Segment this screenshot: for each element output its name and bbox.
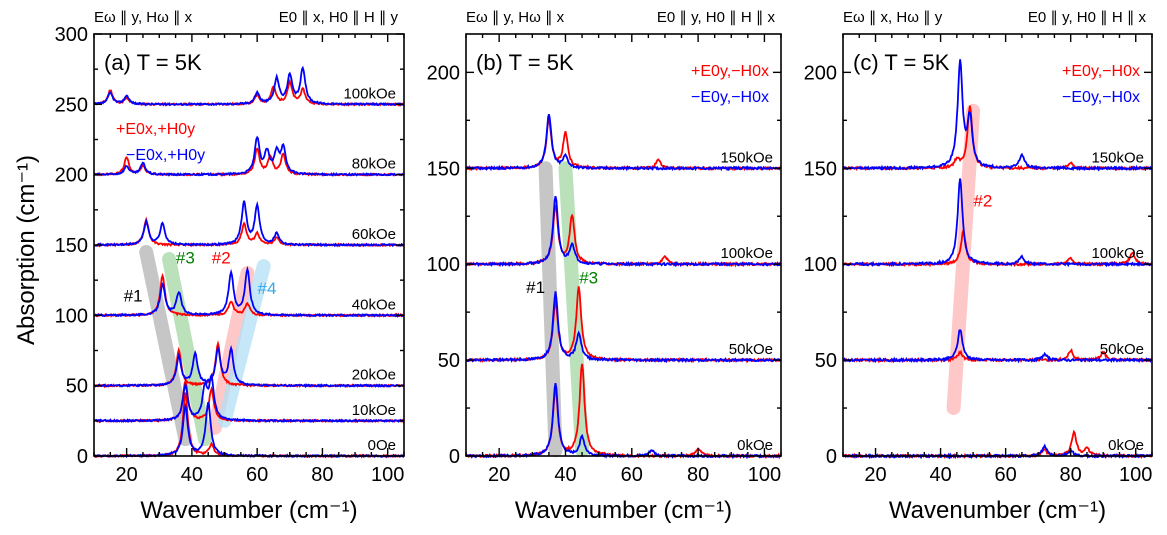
panel-title: (b) T = 5K bbox=[476, 50, 574, 75]
blue-spectrum-100 bbox=[93, 265, 405, 318]
y-tick-label: 50 bbox=[66, 376, 88, 398]
field-label: 80kOe bbox=[352, 156, 396, 173]
blue-spectrum-100 bbox=[465, 196, 782, 268]
y-tick-label: 200 bbox=[804, 62, 837, 84]
y-tick-label: 100 bbox=[55, 305, 88, 327]
x-tick-label: 100 bbox=[1119, 464, 1152, 486]
x-tick-label: 40 bbox=[181, 464, 203, 486]
mode-label: #1 bbox=[526, 278, 545, 297]
y-tick-label: 0 bbox=[449, 446, 460, 468]
mode-band-1 bbox=[139, 245, 193, 447]
blue-spectrum-25 bbox=[93, 372, 405, 424]
x-axis-label: Wavenumber (cm⁻¹) bbox=[889, 497, 1106, 524]
mode-label: #2 bbox=[973, 192, 992, 211]
x-tick-label: 40 bbox=[554, 464, 576, 486]
blue-spectrum-100 bbox=[842, 178, 1153, 268]
field-label: 40kOe bbox=[352, 296, 396, 313]
field-label: 100kOe bbox=[1091, 245, 1144, 262]
blue-spectrum-150 bbox=[842, 59, 1153, 172]
blue-spectrum-150 bbox=[94, 200, 405, 248]
y-tick-label: 200 bbox=[427, 62, 460, 84]
legend-entry: +E0x,+H0y bbox=[116, 121, 195, 138]
header-right: E0 ∥ y, H0 ∥ H ∥ x bbox=[1028, 9, 1147, 26]
field-label: 60kOe bbox=[352, 226, 396, 243]
field-label: 150kOe bbox=[720, 149, 773, 166]
x-tick-label: 60 bbox=[246, 464, 268, 486]
y-axis-label: Absorption (cm⁻¹) bbox=[13, 155, 40, 345]
blue-spectrum-250 bbox=[94, 65, 405, 107]
y-tick-label: 100 bbox=[804, 254, 837, 276]
field-label: 0kOe bbox=[1108, 437, 1144, 454]
mode-label: #4 bbox=[257, 279, 276, 298]
field-label: 0Oe bbox=[368, 437, 396, 454]
y-tick-label: 0 bbox=[77, 446, 88, 468]
x-tick-label: 60 bbox=[621, 464, 643, 486]
x-axis-label: Wavenumber (cm⁻¹) bbox=[140, 497, 357, 524]
plot-frame bbox=[465, 33, 782, 457]
blue-spectrum-50 bbox=[466, 291, 782, 364]
blue-spectrum-200 bbox=[93, 135, 405, 177]
x-tick-label: 100 bbox=[371, 464, 404, 486]
field-label: 0kOe bbox=[737, 437, 773, 454]
panel-b: 20 40 60 80 100 0 50 100 150 200 Wavenumber (cm⁻¹)… bbox=[427, 9, 782, 524]
field-label: 150kOe bbox=[1091, 149, 1144, 166]
header-left: Eω ∥ x, Hω ∥ y bbox=[843, 9, 943, 26]
red-spectrum-0 bbox=[465, 363, 782, 460]
panel-c: 20 40 60 80 100 0 50 100 150 200 Wavenumber (cm⁻¹)… bbox=[804, 9, 1153, 524]
mode-label: #3 bbox=[176, 248, 195, 267]
mode-label: #3 bbox=[579, 268, 598, 287]
legend-entry: −E0y,−H0x bbox=[691, 89, 769, 106]
y-tick-label: 50 bbox=[815, 350, 837, 372]
x-tick-label: 20 bbox=[488, 464, 510, 486]
legend-entry: −E0x,+H0y bbox=[126, 147, 205, 164]
x-tick-label: 100 bbox=[748, 464, 781, 486]
y-tick-label: 150 bbox=[804, 158, 837, 180]
y-tick-label: 0 bbox=[826, 446, 837, 468]
x-tick-label: 40 bbox=[929, 464, 951, 486]
x-tick-label: 20 bbox=[864, 464, 886, 486]
legend-entry: +E0y,−H0x bbox=[1062, 63, 1140, 80]
y-tick-label: 100 bbox=[427, 254, 460, 276]
mode-band-4 bbox=[217, 259, 271, 428]
panel-title: (c) T = 5K bbox=[853, 50, 950, 75]
field-label: 50kOe bbox=[729, 341, 773, 358]
red-spectrum-0 bbox=[842, 429, 1153, 460]
blue-spectrum-150 bbox=[465, 113, 782, 172]
x-tick-label: 80 bbox=[1060, 464, 1082, 486]
field-label: 100kOe bbox=[343, 85, 396, 102]
mode-band-1 bbox=[946, 103, 981, 416]
field-label: 20kOe bbox=[352, 367, 396, 384]
plot-frame bbox=[842, 33, 1153, 457]
y-tick-label: 250 bbox=[55, 94, 88, 116]
y-tick-label: 150 bbox=[427, 158, 460, 180]
panel-a: 20 40 60 80 100 0 50 100 150 200 250 300 Wavenumber … bbox=[55, 9, 405, 524]
mode-label: #1 bbox=[124, 286, 143, 305]
field-label: 100kOe bbox=[720, 245, 773, 262]
y-tick-label: 200 bbox=[55, 165, 88, 187]
header-right: E0 ∥ x, H0 ∥ H ∥ y bbox=[279, 9, 399, 26]
header-right: E0 ∥ y, H0 ∥ H ∥ x bbox=[657, 9, 776, 26]
legend-entry: −E0y,−H0x bbox=[1062, 89, 1140, 106]
mode-label: #2 bbox=[212, 248, 231, 267]
blue-spectrum-50 bbox=[842, 329, 1153, 364]
x-tick-label: 80 bbox=[311, 464, 333, 486]
x-axis-label: Wavenumber (cm⁻¹) bbox=[515, 497, 732, 524]
field-label: 10kOe bbox=[352, 402, 396, 419]
y-tick-label: 50 bbox=[438, 350, 460, 372]
field-label: 50kOe bbox=[1100, 341, 1144, 358]
panel-title: (a) T = 5K bbox=[104, 50, 202, 75]
x-tick-label: 20 bbox=[116, 464, 138, 486]
blue-spectrum-50 bbox=[93, 345, 405, 389]
legend-entry: +E0y,−H0x bbox=[691, 63, 769, 80]
y-tick-label: 300 bbox=[55, 24, 88, 46]
header-left: Eω ∥ y, Hω ∥ x bbox=[94, 9, 193, 26]
blue-spectrum-0 bbox=[465, 383, 782, 460]
y-tick-label: 150 bbox=[55, 235, 88, 257]
header-left: Eω ∥ y, Hω ∥ x bbox=[466, 9, 565, 26]
x-tick-label: 60 bbox=[995, 464, 1017, 486]
x-tick-label: 80 bbox=[687, 464, 709, 486]
